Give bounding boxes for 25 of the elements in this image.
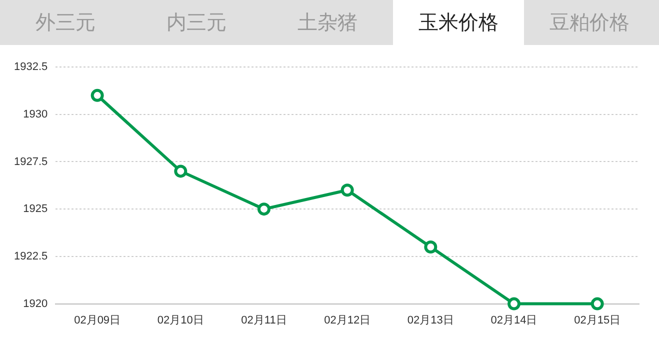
point (590, 297, 604, 310)
point (257, 202, 270, 216)
y-tick-label: 1927.5 (14, 156, 48, 168)
x-tick-label: 02月09日 (74, 314, 121, 326)
point (340, 184, 354, 197)
chart-title: 玉米价格 (393, 0, 524, 45)
text: 土杂猪 (296, 9, 358, 36)
x-tick-label: 02月11日 (241, 314, 287, 326)
y-tick-label: 1920 (23, 298, 48, 310)
x-tick-label: 02月15日 (574, 314, 621, 326)
x-tick-label: 02月13日 (407, 314, 454, 326)
point (507, 297, 520, 310)
text: 豆粕价格 (548, 9, 630, 36)
x-tick-label: 02月10日 (157, 314, 204, 326)
point (174, 164, 188, 178)
point (424, 240, 438, 254)
point (90, 88, 104, 102)
y-tick-label: 1932.5 (14, 61, 48, 74)
text: 内三元 (166, 9, 228, 36)
y-tick-label: 1922.5 (14, 250, 48, 262)
x-tick-label: 02月14日 (490, 314, 538, 326)
text: 外三元 (34, 9, 96, 36)
y-tick-label: 1930 (23, 108, 48, 120)
x-tick-label: 02月12日 (324, 314, 371, 326)
y-tick-label: 1925 (23, 203, 48, 216)
